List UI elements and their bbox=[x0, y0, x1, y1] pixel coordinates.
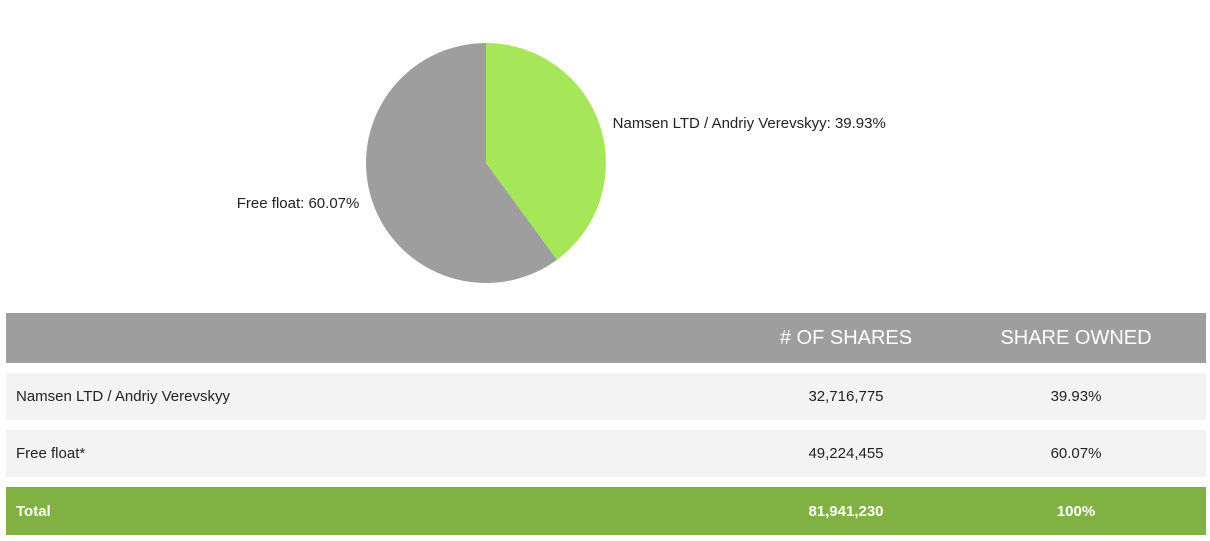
row-share-owned: 60.07% bbox=[1050, 445, 1102, 462]
total-share-owned: 100% bbox=[1056, 502, 1096, 520]
header-share-owned: SHARE OWNED bbox=[1000, 326, 1152, 349]
row-share-owned: 39.93% bbox=[1050, 388, 1102, 405]
table-row: Namsen LTD / Andriy Verevskyy 32,716,775… bbox=[6, 373, 1206, 420]
header-shares: # OF SHARES bbox=[779, 326, 913, 349]
table-header-row: # OF SHARES SHARE OWNED bbox=[6, 313, 1206, 363]
table-total-row: Total 81,941,230 100% bbox=[6, 487, 1206, 535]
row-name: Namsen LTD / Andriy Verevskyy bbox=[16, 388, 230, 405]
total-shares: 81,941,230 bbox=[808, 502, 884, 520]
pie-slice-label: Namsen LTD / Andriy Verevskyy: 39.93% bbox=[613, 115, 886, 132]
pie-chart: Namsen LTD / Andriy Verevskyy: 39.93% Fre… bbox=[237, 43, 886, 283]
shareholder-table: # OF SHARES SHARE OWNED Namsen LTD / And… bbox=[6, 313, 1206, 535]
total-name: Total bbox=[16, 502, 51, 520]
pie-slice-namsen bbox=[486, 43, 607, 260]
row-shares: 49,224,455 bbox=[808, 445, 884, 462]
pie-slice-label: Free float: 60.07% bbox=[237, 195, 360, 212]
row-name: Free float* bbox=[16, 445, 86, 462]
pie-slice-free-float bbox=[366, 43, 557, 283]
table-row: Free float* 49,224,455 60.07% bbox=[6, 430, 1206, 477]
row-shares: 32,716,775 bbox=[808, 388, 884, 405]
